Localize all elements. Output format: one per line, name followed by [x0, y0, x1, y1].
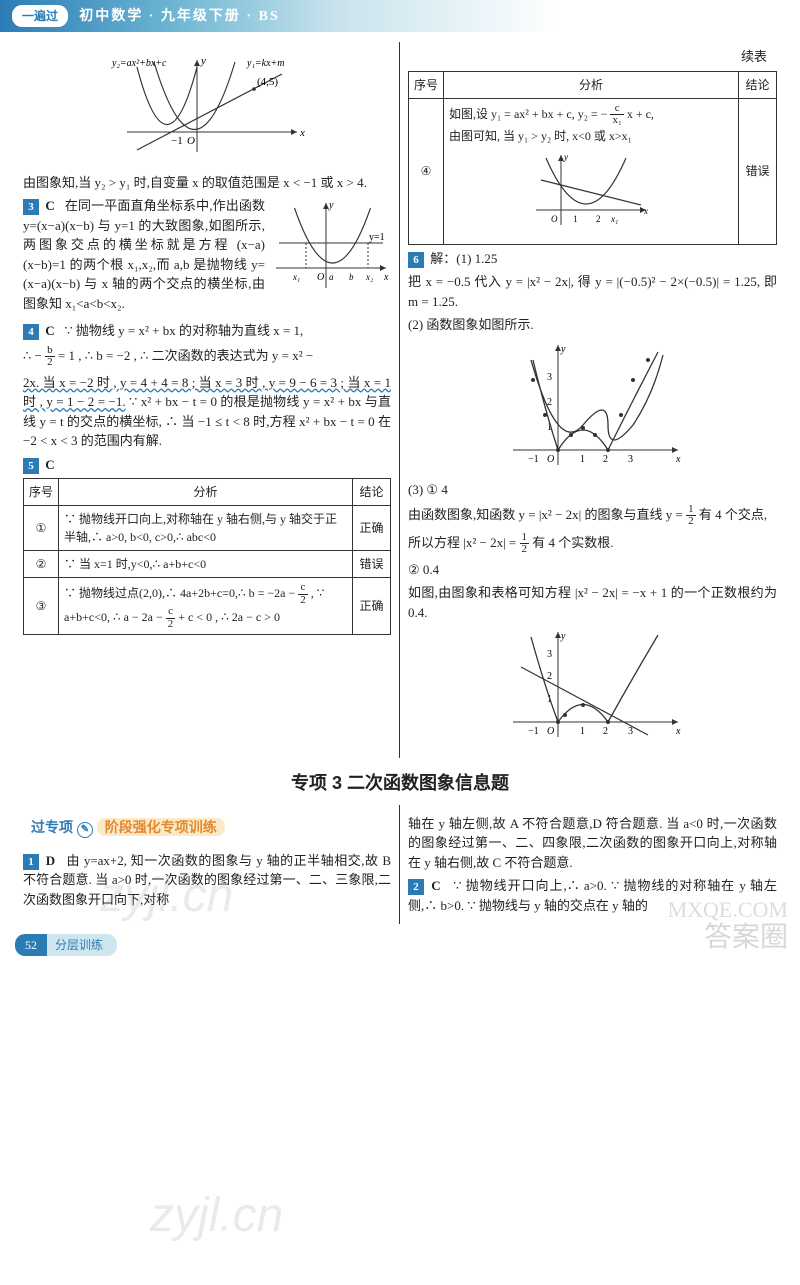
subsection-badge: 过专项 ✎ 阶段强化专项训练 [23, 814, 237, 841]
graph-2: x y O y=1 a b x₁ x₂ [271, 198, 391, 299]
svg-text:b: b [349, 272, 354, 282]
header-text: 初中数学 · 九年级下册 · BS [79, 9, 279, 24]
para-4b: ∴ − b2 = 1 , ∴ b = −2 , ∴ 二次函数的表达式为 y = … [23, 345, 391, 369]
para-4c: 2x. 当 x = −2 时 , y = 4 + 4 = 8 ; 当 x = 3… [23, 373, 391, 451]
th-concl: 结论 [353, 479, 391, 506]
table-row: ② ∵ 当 x=1 时,y<0,∴ a+b+c<0 错误 [24, 551, 391, 578]
svg-text:3: 3 [547, 372, 552, 383]
para-6f: 所以方程 |x² − 2x| = 12 有 4 个实数根. [408, 532, 777, 556]
page-header: 一遍过 初中数学 · 九年级下册 · BS [0, 0, 560, 32]
table-row: ① ∵ 抛物线开口向上,对称轴在 y 轴右侧,与 y 轴交于正半轴,∴ a>0,… [24, 506, 391, 551]
svg-text:O: O [547, 726, 554, 737]
ans-5: C [45, 457, 54, 472]
svg-text:2: 2 [603, 726, 608, 737]
svg-text:x₁: x₁ [292, 272, 300, 282]
para-6d: (3) ① 4 [408, 480, 777, 500]
para-6c: (2) 函数图象如图所示. [408, 315, 777, 335]
para-5: 5 C [23, 455, 391, 475]
svg-text:1: 1 [580, 454, 585, 465]
svg-text:y: y [560, 631, 566, 642]
svg-text:y: y [563, 152, 568, 162]
th-analysis: 分析 [59, 479, 353, 506]
para-6h: 如图,由图象和表格可知方程 |x² − 2x| = −x + 1 的一个正数根约… [408, 583, 777, 622]
svg-text:O: O [547, 454, 554, 465]
para-1: 由图象知,当 y₂ > y₁ 时,自变量 x 的取值范围是 x < −1 或 x… [23, 173, 391, 193]
graph-1: x y O (4,5) −1 y₂=ax²+bx+c y₁=kx+m [23, 52, 391, 168]
graph-r2: O x y −1 1 2 3 1 2 3 [408, 340, 777, 476]
svg-text:y₁=kx+m: y₁=kx+m [246, 58, 285, 69]
svg-text:−1: −1 [171, 135, 183, 147]
svg-text:x: x [675, 454, 681, 465]
table-row: ④ 如图,设 y₁ = ax² + bx + c, y₂ = − cx₁ x +… [409, 98, 777, 244]
svg-text:x: x [383, 272, 389, 283]
header-badge: 一遍过 [12, 5, 68, 27]
svg-text:x: x [643, 206, 648, 216]
svg-text:2: 2 [596, 214, 601, 224]
circle-icon: ✎ [77, 822, 93, 838]
svg-text:y=1: y=1 [369, 232, 385, 243]
svg-text:3: 3 [547, 649, 552, 660]
svg-text:y: y [200, 55, 206, 67]
page-number: 52 [15, 934, 47, 956]
para-6a: 6 解：(1) 1.25 [408, 249, 777, 269]
badge-5: 5 [23, 458, 39, 474]
badge-6: 6 [408, 252, 424, 268]
right-column: 续表 序号 分析 结论 ④ 如图,设 y₁ = ax² + bx + c, y₂… [400, 42, 785, 758]
svg-text:x₁: x₁ [610, 214, 618, 224]
svg-text:x: x [299, 127, 305, 139]
section3-left: 过专项 ✎ 阶段强化专项训练 1 D 由 y=ax+2, 知一次函数的图象与 y… [15, 805, 400, 925]
continue-label: 续表 [408, 47, 777, 67]
svg-text:y₂=ax²+bx+c: y₂=ax²+bx+c [111, 58, 167, 69]
graph-r1: O 1 2 x₁ x y [449, 150, 733, 235]
table-left: 序号 分析 结论 ① ∵ 抛物线开口向上,对称轴在 y 轴右侧,与 y 轴交于正… [23, 478, 391, 635]
svg-text:O: O [551, 214, 558, 224]
th-no: 序号 [24, 479, 59, 506]
footer-text: 分层训练 [47, 934, 117, 956]
page-footer: 52分层训练 [0, 934, 800, 966]
svg-text:2: 2 [603, 454, 608, 465]
svg-text:3: 3 [628, 454, 633, 465]
table-row: ③ ∵ 抛物线过点(2,0),∴ 4a+2b+c=0,∴ b = −2a − c… [24, 578, 391, 635]
svg-text:O: O [317, 272, 324, 283]
svg-text:a: a [329, 272, 334, 282]
svg-text:−1: −1 [528, 726, 539, 737]
svg-text:3: 3 [628, 726, 633, 737]
table-right: 序号 分析 结论 ④ 如图,设 y₁ = ax² + bx + c, y₂ = … [408, 71, 777, 245]
svg-text:2: 2 [547, 671, 552, 682]
ans-4: C [45, 323, 54, 338]
svg-text:−1: −1 [528, 454, 539, 465]
svg-text:x: x [675, 726, 681, 737]
badge-3: 3 [23, 199, 39, 215]
watermark-site: MXQE.COM [668, 893, 788, 926]
watermark-2: zyjl.cn [150, 1180, 283, 1252]
para-6e: 由函数图象,知函数 y = |x² − 2x| 的图象与直线 y = 12 有 … [408, 504, 777, 528]
svg-text:O: O [187, 135, 195, 147]
para-6b: 把 x = −0.5 代入 y = |x² − 2x|, 得 y = |(−0.… [408, 272, 777, 311]
section-3-title: 专项 3 二次函数图象信息题 [0, 770, 800, 797]
svg-text:y: y [560, 344, 566, 355]
para-4a: 4 C ∵ 抛物线 y = x² + bx 的对称轴为直线 x = 1, [23, 321, 391, 341]
svg-text:y: y [328, 200, 334, 211]
svg-text:x₂: x₂ [365, 272, 373, 282]
para-6g: ② 0.4 [408, 560, 777, 580]
graph-r3: O x y −1 1 2 3 1 2 3 [408, 627, 777, 748]
svg-text:1: 1 [573, 214, 578, 224]
main-columns: x y O (4,5) −1 y₂=ax²+bx+c y₁=kx+m 由图象知,… [0, 42, 800, 758]
left-column: x y O (4,5) −1 y₂=ax²+bx+c y₁=kx+m 由图象知,… [15, 42, 400, 758]
s3-right-p1: 轴在 y 轴左侧,故 A 不符合题意,D 符合题意. 当 a<0 时,一次函数的… [408, 814, 777, 873]
svg-text:(4,5): (4,5) [257, 76, 278, 88]
badge-4: 4 [23, 324, 39, 340]
s3-left-p1: 1 D 由 y=ax+2, 知一次函数的图象与 y 轴的正半轴相交,故 B 不符… [23, 851, 391, 910]
ans-3: C [45, 198, 54, 213]
svg-text:1: 1 [580, 726, 585, 737]
